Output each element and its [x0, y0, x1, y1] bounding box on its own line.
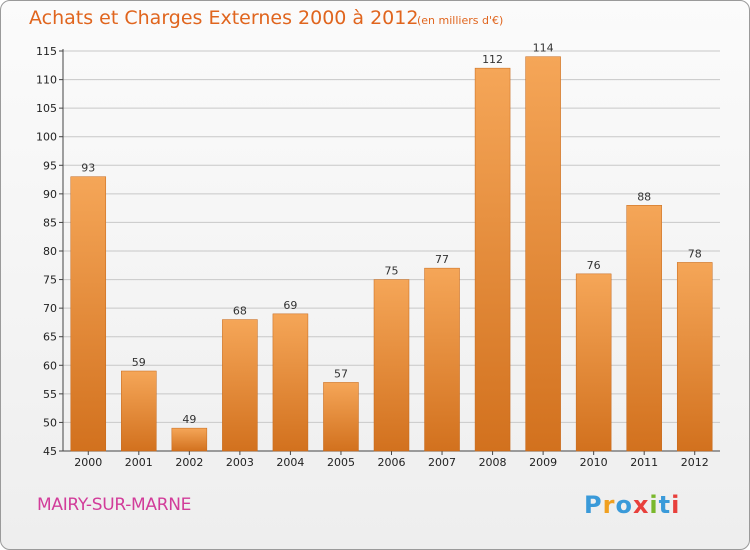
city-name: MAIRY-SUR-MARNE: [37, 495, 192, 515]
bar: [525, 56, 561, 452]
x-tick-label: 2009: [529, 456, 557, 469]
x-tick-label: 2000: [74, 456, 102, 469]
data-label: 114: [533, 42, 554, 55]
bar: [272, 313, 309, 452]
data-label: 68: [233, 305, 247, 318]
y-tick-label: 90: [43, 188, 57, 201]
y-tick-label: 110: [36, 74, 57, 87]
y-tick-label: 55: [43, 388, 57, 401]
bar: [626, 205, 662, 452]
data-label: 57: [334, 367, 348, 380]
x-tick-label: 2004: [276, 456, 304, 469]
bar: [676, 262, 713, 452]
bar: [373, 279, 410, 452]
unit-note: (en milliers d'€): [417, 14, 504, 27]
x-tick-label: 2007: [428, 456, 456, 469]
data-label: 93: [81, 162, 95, 175]
y-tick-label: 45: [43, 445, 57, 458]
y-tick-label: 85: [43, 216, 57, 229]
data-label: 112: [482, 53, 503, 66]
x-tick-label: 2005: [327, 456, 355, 469]
y-tick-label: 105: [36, 102, 57, 115]
logo-letter: o: [615, 491, 633, 519]
x-tick-label: 2008: [479, 456, 507, 469]
logo-letter: t: [658, 491, 672, 519]
bar: [323, 382, 359, 452]
data-label: 49: [182, 413, 196, 426]
x-tick-label: 2010: [580, 456, 608, 469]
bars: [70, 56, 713, 452]
bar: [121, 370, 157, 452]
bar: [222, 319, 258, 452]
bar: [474, 67, 511, 452]
x-tick-label: 2001: [125, 456, 153, 469]
data-label: 59: [132, 356, 146, 369]
x-tick-label: 2012: [681, 456, 709, 469]
bar: [575, 273, 612, 452]
y-tick-label: 65: [43, 331, 57, 344]
data-label: 76: [587, 259, 601, 272]
x-tick-label: 2003: [226, 456, 254, 469]
logo-letter: x: [632, 491, 650, 519]
logo-letter: i: [649, 491, 659, 519]
x-tick-label: 2002: [175, 456, 203, 469]
bar: [70, 176, 107, 452]
y-tick-label: 100: [36, 131, 57, 144]
data-label: 78: [688, 247, 702, 260]
x-tick-label: 2011: [630, 456, 658, 469]
logo-letter: P: [584, 491, 603, 519]
data-label: 69: [283, 299, 297, 312]
logo-letter: i: [671, 491, 681, 519]
labels: 45 50 55 60 65 70 75 80 85 90 95 100 105 110 115 93 2000…: [36, 42, 709, 469]
bar: [171, 427, 208, 452]
y-tick-label: 75: [43, 274, 57, 287]
logo-letter: r: [602, 491, 616, 519]
data-label: 75: [385, 265, 399, 278]
y-tick-label: 80: [43, 245, 57, 258]
chart-title: Achats et Charges Externes 2000 à 2012: [29, 7, 419, 29]
y-tick-label: 60: [43, 359, 57, 372]
y-tick-label: 95: [43, 159, 57, 172]
y-tick-label: 70: [43, 302, 57, 315]
y-tick-label: 115: [36, 45, 57, 58]
data-label: 88: [637, 190, 651, 203]
proxiti-logo: Proxiti: [584, 491, 680, 519]
y-tick-label: 50: [43, 416, 57, 429]
data-label: 77: [435, 253, 449, 266]
x-tick-label: 2006: [378, 456, 406, 469]
bar: [424, 267, 460, 452]
